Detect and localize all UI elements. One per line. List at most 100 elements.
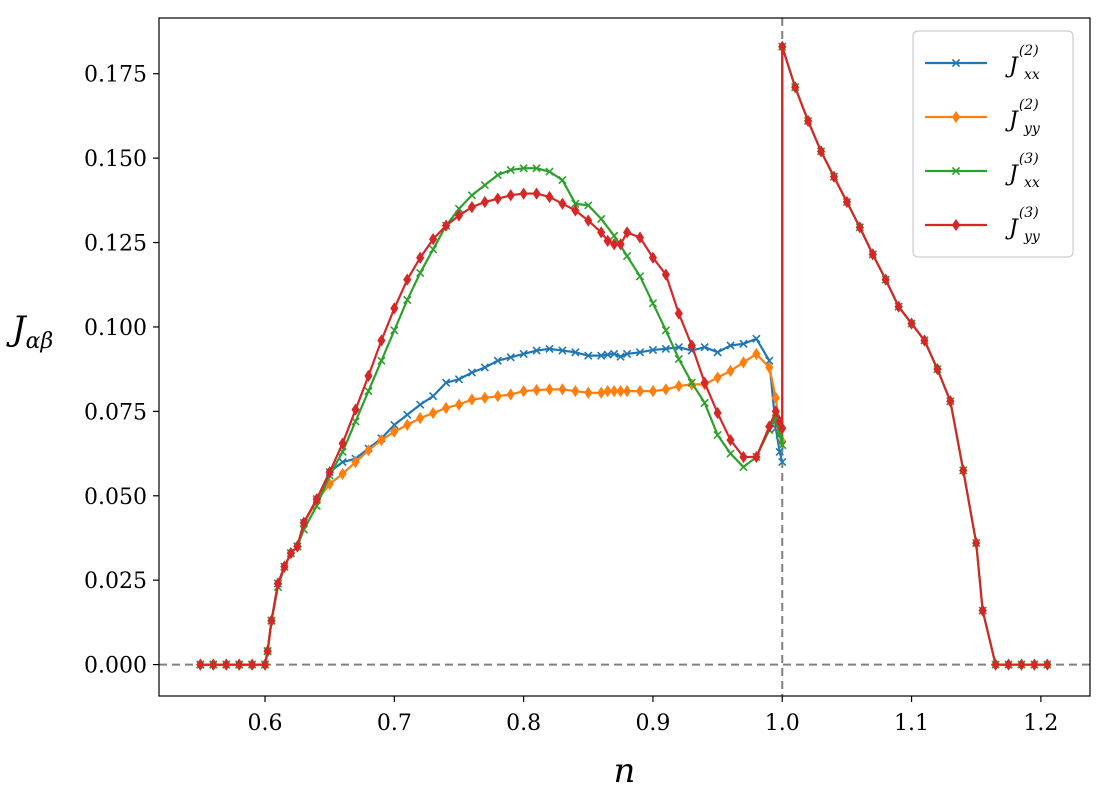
series-yy-3 (196, 40, 1052, 671)
data-point (416, 400, 425, 409)
x-marker-stroke (545, 167, 554, 176)
data-point (597, 214, 606, 224)
y-tick-label: 0.050 (84, 485, 147, 510)
data-point (403, 418, 412, 431)
data-point (571, 199, 580, 208)
data-point (467, 368, 477, 377)
data-point (726, 364, 735, 377)
legend-marker (951, 110, 961, 124)
data-point (1030, 658, 1039, 671)
data-point (545, 344, 554, 354)
data-point (390, 425, 399, 438)
data-point (416, 251, 425, 264)
data-point (1004, 658, 1013, 671)
data-point (739, 450, 748, 464)
data-point (416, 411, 425, 425)
x-marker-stroke (338, 447, 347, 457)
y-axis-label-main: J (6, 309, 28, 349)
data-point (571, 348, 580, 357)
data-point (623, 384, 632, 398)
data-point (428, 392, 438, 401)
legend-label: J(2) (1005, 97, 1039, 133)
data-point (429, 406, 438, 420)
data-point (1017, 658, 1026, 671)
data-point (765, 356, 774, 365)
data-point (338, 437, 347, 450)
x-marker-stroke (467, 368, 477, 377)
data-point (325, 466, 334, 479)
data-point (804, 114, 813, 128)
data-point (493, 192, 502, 205)
data-point (545, 383, 554, 396)
data-point (429, 233, 438, 246)
x-marker-stroke (648, 299, 658, 308)
data-point (493, 390, 502, 403)
x-marker-stroke (752, 334, 761, 343)
data-point (280, 560, 289, 573)
x-marker-stroke (428, 392, 438, 401)
data-point (263, 644, 272, 658)
data-point (545, 167, 554, 176)
x-marker-stroke (571, 199, 580, 208)
data-point (390, 302, 399, 315)
data-point (441, 378, 451, 387)
data-point (616, 238, 625, 251)
x-marker-stroke (467, 191, 477, 200)
data-point (726, 449, 735, 458)
x-marker-stroke (403, 410, 412, 419)
data-point (519, 164, 528, 173)
data-point (532, 383, 541, 397)
x-tick-label: 1.2 (1023, 711, 1058, 736)
y-axis-label: Jαβ (6, 309, 53, 354)
data-point (480, 391, 489, 404)
legend-sub: yy (1023, 121, 1041, 137)
data-point (493, 356, 502, 365)
y-tick-label: 0.175 (84, 63, 147, 88)
x-marker-stroke (312, 501, 321, 511)
series-yy-2 (196, 347, 787, 671)
data-point (713, 406, 722, 420)
data-point (648, 345, 658, 355)
legend-sub: xx (1024, 175, 1040, 191)
x-marker-stroke (506, 353, 515, 362)
data-point (778, 40, 787, 53)
x-marker-stroke (674, 354, 683, 364)
data-point (752, 334, 761, 343)
y-tick-label: 0.150 (84, 147, 147, 172)
x-axis-label: n (614, 751, 636, 791)
data-point (765, 361, 774, 374)
data-point (584, 214, 593, 227)
data-point (597, 386, 606, 399)
data-point (726, 433, 735, 447)
data-point (312, 493, 321, 506)
data-point (713, 348, 722, 357)
data-point (868, 248, 877, 261)
data-point (623, 226, 632, 239)
data-point (545, 190, 554, 204)
data-point (959, 464, 968, 477)
x-marker-stroke (390, 326, 399, 335)
x-marker-stroke (661, 326, 671, 335)
legend-label: J(2) (1005, 43, 1039, 79)
x-marker-stroke (558, 346, 567, 355)
y-tick-label: 0.075 (84, 400, 147, 425)
data-point (467, 191, 477, 200)
data-point (351, 455, 360, 469)
x-marker-stroke (726, 449, 735, 458)
y-tick-label: 0.025 (84, 569, 147, 594)
data-point (480, 180, 490, 190)
data-point (791, 81, 800, 94)
legend: J(2)xxJ(2)yyJ(3)xxJ(3)yy (912, 30, 1074, 258)
data-point (771, 405, 780, 418)
x-marker-stroke (351, 417, 360, 426)
x-marker-stroke (390, 420, 399, 430)
legend-marker (951, 166, 961, 176)
data-point (842, 195, 851, 209)
data-point (519, 349, 528, 359)
x-marker-stroke (648, 345, 658, 355)
data-point (765, 420, 774, 433)
data-point (635, 272, 645, 281)
data-point (978, 604, 987, 617)
legend-sub: yy (1023, 229, 1041, 245)
data-point (775, 447, 784, 457)
